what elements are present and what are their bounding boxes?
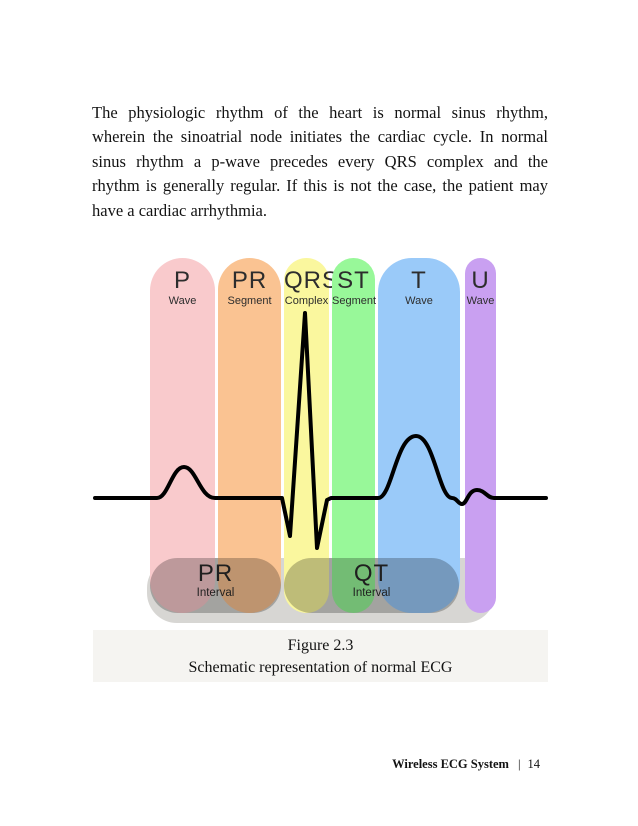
figure-caption-number: Figure 2.3: [287, 637, 354, 654]
figure-caption: Figure 2.3 Schematic representation of n…: [93, 630, 548, 682]
band-st-segment: ST Segment: [332, 258, 377, 613]
band-p-wave: P Wave: [150, 258, 215, 613]
band-label: PR: [231, 267, 268, 294]
footer-separator: |: [517, 757, 521, 771]
paragraph-line: wherein the sinoatrial node initiates th…: [92, 127, 548, 147]
band-sublabel: Wave: [466, 295, 495, 307]
paragraph-line: rhythm is generally regular. If this is …: [92, 176, 548, 196]
band-u-wave: U Wave: [465, 258, 496, 613]
band-label: P: [173, 267, 191, 294]
ecg-trace-path: [93, 311, 548, 550]
paragraph-line: The physiologic rhythm of the heart is n…: [92, 103, 548, 122]
band-sublabel: Segment: [227, 295, 272, 307]
interval-label: QT: [353, 560, 390, 587]
footer-document-title: Wireless ECG System: [392, 757, 509, 771]
page-footer: Wireless ECG System | 14: [392, 757, 540, 772]
ecg-waveform: [93, 311, 548, 550]
ecg-figure: P Wave PR Segment QRS Complex ST Segment…: [93, 252, 548, 625]
band-label: T: [411, 267, 427, 294]
band-sublabel: Complex: [284, 295, 329, 307]
interval-sublabel: Interval: [352, 587, 391, 599]
band-sublabel: Segment: [332, 295, 377, 307]
band-sublabel: Wave: [168, 295, 197, 307]
band-label: QRS: [284, 267, 340, 294]
interval-label: PR: [197, 560, 234, 587]
band-label: U: [471, 267, 490, 294]
band-sublabel: Wave: [405, 295, 433, 307]
paragraph-line: have a cardiac arrhythmia.: [92, 200, 267, 220]
body-paragraph: The physiologic rhythm of the heart is n…: [92, 101, 548, 223]
band-pr-segment: PR Segment: [218, 258, 281, 613]
interval-sublabel: Interval: [196, 587, 235, 599]
figure-caption-text: Schematic representation of normal ECG: [188, 659, 453, 676]
interval-pr: PR Interval: [150, 558, 281, 613]
footer-page-number: 14: [527, 757, 541, 771]
paragraph-line: sinus rhythm a p-wave precedes every QRS…: [92, 151, 548, 171]
band-label: ST: [337, 267, 370, 294]
interval-qt: QT Interval: [284, 558, 459, 613]
